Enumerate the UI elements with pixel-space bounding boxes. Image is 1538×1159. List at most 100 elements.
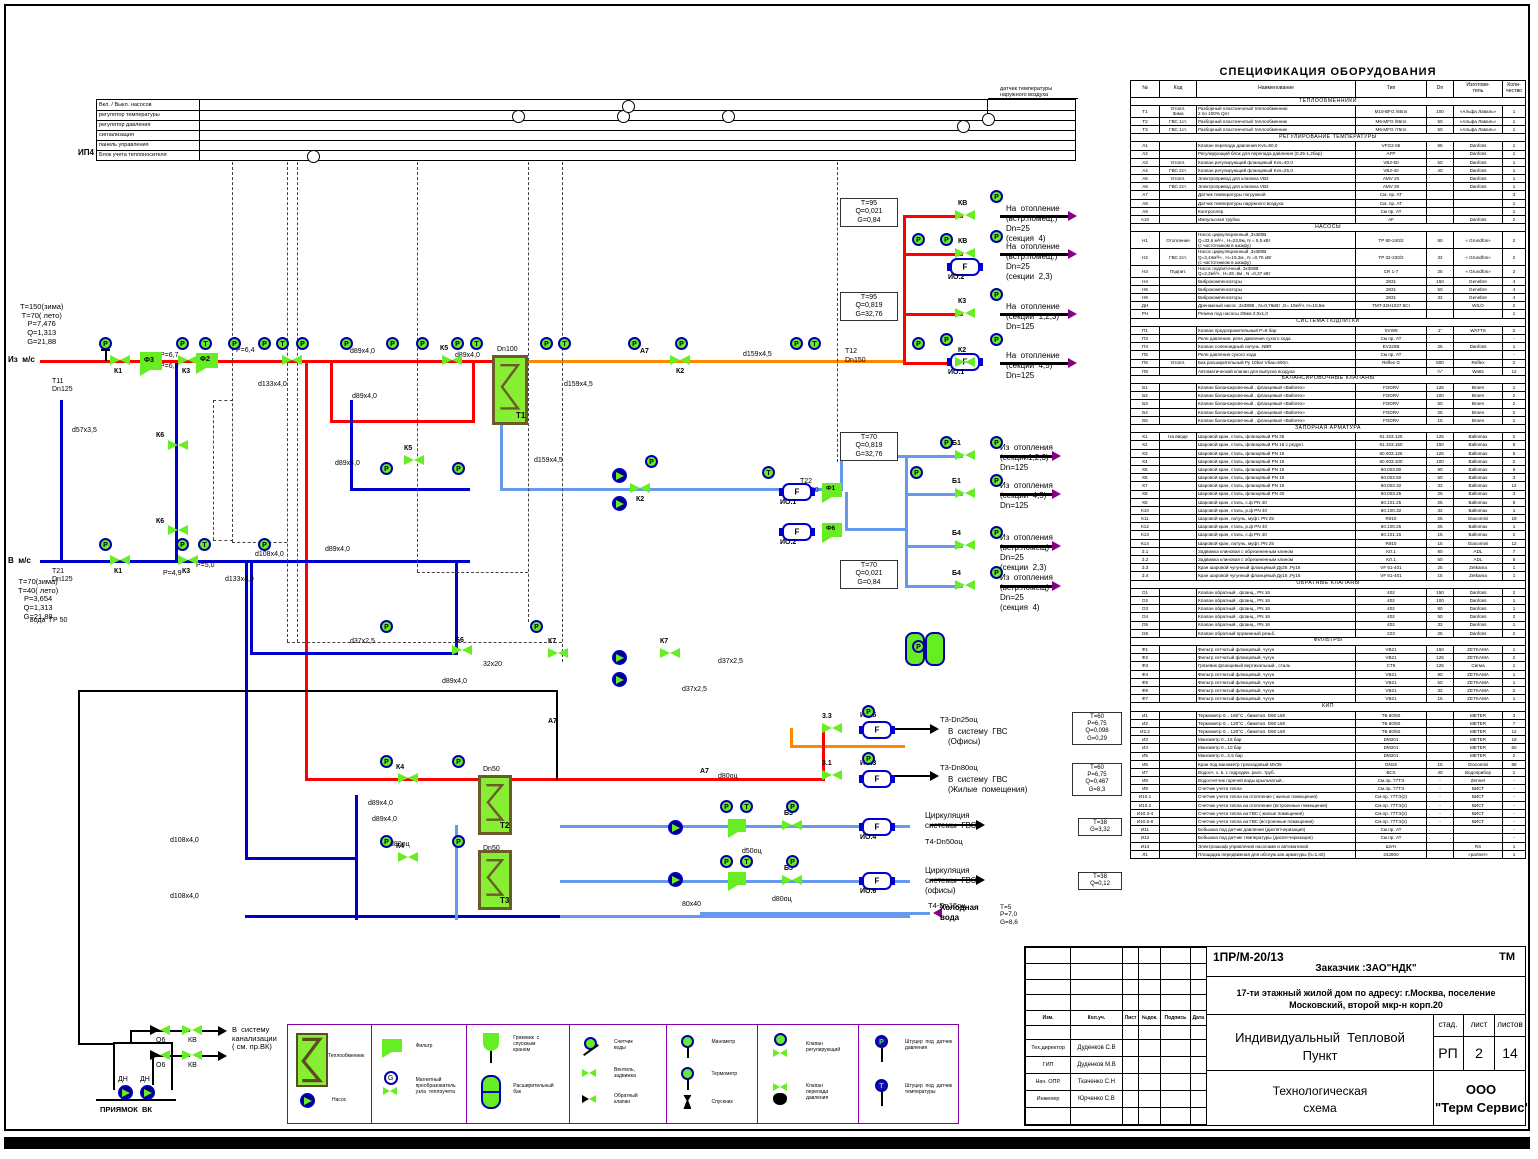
spec-cell: ГВС 2ст. — [1159, 165, 1197, 176]
gauge-I4-u: P — [990, 436, 1003, 449]
spec-row: H6 Виброкомпенсаторы 2831 32 Genebre 4 — [1130, 292, 1526, 303]
revision-row[interactable] — [1024, 947, 1208, 964]
revision-row[interactable] — [1024, 978, 1208, 996]
signature-cell — [1138, 1107, 1162, 1125]
spec-row: И1 Термометр 0... 160°С , биметал. D60 L8… — [1130, 710, 1526, 720]
spec-row: H2 ГВС 2ст. Насос циркуляционный ,3х380В Q… — [1130, 248, 1526, 267]
legend-label-6-1: Штуцер под датчик температуры — [904, 1083, 953, 1095]
spec-cell: Кран шаровой чугунный фланцевый Ду25 ,Ру… — [1196, 563, 1356, 573]
spec-cell: Genebre — [1453, 292, 1503, 303]
spec-cell — [1159, 522, 1197, 532]
revision-cell — [1160, 962, 1191, 980]
tag-K3c: К3 — [958, 298, 967, 305]
spec-cell: Отопление — [1159, 231, 1197, 250]
spec-cell: Danfoss — [1453, 612, 1503, 622]
spec-cell: Broen — [1453, 415, 1503, 426]
spec-cell: Ф7 — [1130, 694, 1160, 704]
signature-row-1: ГИП Дуденков М.В — [1024, 1056, 1208, 1075]
valve-K6-bypass-2 — [168, 525, 188, 536]
gauge-I4-y: P — [380, 620, 393, 633]
signature-doc-1 — [1138, 1056, 1162, 1075]
revision-row[interactable] — [1024, 994, 1208, 1012]
spec-cell: Задвижка клиновая с обрезиненным клином — [1196, 554, 1356, 565]
spec-cell: 2 — [1502, 231, 1526, 250]
spec-cell: R910 — [1355, 514, 1427, 524]
sheet-frame — [4, 4, 1530, 1131]
revision-row[interactable] — [1024, 962, 1208, 980]
spec-cell: - — [1502, 800, 1526, 810]
spec-cell: « Grundfos» — [1453, 248, 1503, 267]
signature-cell — [1160, 1107, 1191, 1125]
gauge-I3-c: P — [228, 337, 241, 350]
stage-label-2: листов — [1495, 1015, 1525, 1037]
pipe-d89f: d89x4,0 — [442, 678, 467, 685]
label-A7-b: A7 — [700, 768, 709, 775]
spec-cell: К12 — [1130, 522, 1160, 532]
spec-cell: Danfoss — [1453, 587, 1503, 597]
spec-cell: Danfoss — [1453, 157, 1503, 167]
output-return-3: Из отопления (встр.помещ) Dn=25 (секции … — [1000, 533, 1053, 572]
spec-cell: A9 — [1130, 206, 1160, 217]
ctl-node-b — [512, 110, 525, 123]
spec-cell: Reflex — [1453, 358, 1503, 368]
gauge-I2-b: T — [808, 337, 821, 350]
stage-label-0: стад. — [1433, 1015, 1464, 1037]
spec-cell: Клапан балансировочный , фланцевый «Ball… — [1196, 383, 1356, 393]
spec-cell: A8 — [1130, 198, 1160, 208]
spec-row: Ф2 Фильтр сетчатый фланцевый, чугун VB21 12… — [1130, 653, 1526, 663]
spec-cell — [1159, 669, 1197, 679]
gauge-I4-ae: P — [452, 835, 465, 848]
spec-cell — [1159, 710, 1197, 720]
spec-cell: Фильтр сетчатый фланцевый, чугун — [1196, 653, 1356, 663]
spec-cell: A3 — [1130, 157, 1160, 167]
spec-cell — [1453, 198, 1503, 208]
spec-cell: 2831 — [1355, 292, 1427, 303]
spec-cell: И3 — [1130, 735, 1160, 745]
spec-cell — [1426, 726, 1454, 737]
spec-cell: ZETKAMA — [1453, 653, 1503, 663]
spec-cell: 150 — [1426, 440, 1454, 450]
spec-section-row: КИП — [1130, 702, 1526, 712]
spec-cell: FODRV — [1355, 383, 1427, 393]
stage-value-2: 14 — [1502, 1045, 1518, 1061]
meter-IO4-tag: ИО.4 — [860, 834, 877, 841]
gauge-I3-j: P — [258, 538, 271, 551]
spec-row: К5 Шаровой кран, сталь, фланцевый PN 16 60… — [1130, 464, 1526, 475]
spec-cell: Реле давления сухого хода — [1196, 350, 1356, 360]
spec-cell: ВИСТ — [1453, 792, 1503, 802]
document-subtitle: Технологическая схема — [1272, 1084, 1368, 1115]
spec-cell: И7 — [1130, 767, 1160, 778]
spec-cell: 40 — [1426, 767, 1454, 778]
pump-H1-b — [612, 496, 627, 511]
gauge-I2-a: T — [558, 337, 571, 350]
spec-cell — [1159, 726, 1197, 737]
spec-cell: METER — [1453, 743, 1503, 753]
spec-cell — [1159, 407, 1197, 417]
meter-IO2-ret-tag: ИО.2 — [780, 539, 797, 546]
spec-cell: К10 — [1130, 505, 1160, 516]
spec-cell: FODRV — [1355, 399, 1427, 409]
filter-F5 — [728, 872, 746, 891]
spec-cell — [1426, 149, 1454, 159]
signature-sign-1 — [1160, 1056, 1191, 1075]
param-box-dhw-4: T=38 Q=0,12 — [1078, 872, 1122, 891]
spec-cell: 2 — [1502, 628, 1526, 638]
spec-cell: И2 — [1130, 718, 1160, 728]
spec-cell: Danfoss — [1453, 604, 1503, 614]
gauge-I4-af: P — [720, 800, 733, 813]
spec-cell: 15 — [1426, 571, 1454, 581]
spec-cell: 50 — [1426, 399, 1454, 409]
spec-cell: 18 — [1502, 735, 1526, 745]
spec-cell: Отопл. — [1159, 174, 1197, 184]
tag-K1b: К1 — [114, 568, 123, 575]
spec-cell — [1159, 833, 1197, 843]
spec-row: И7 Водосч. х. в. с гидродин. расп. труб. В… — [1130, 767, 1526, 778]
spec-cell: Ballomax — [1453, 473, 1503, 483]
spec-cell: 1 — [1502, 182, 1526, 192]
output-dhw-4-pipe: T4-Dn15оц — [928, 901, 966, 910]
legend-pump-icon — [300, 1093, 315, 1108]
spec-h-3: Тип — [1355, 80, 1427, 98]
spec-cell — [1159, 276, 1197, 286]
gauge-I3-d: P — [258, 337, 271, 350]
pipe-d50oc: d50оц — [742, 848, 762, 855]
